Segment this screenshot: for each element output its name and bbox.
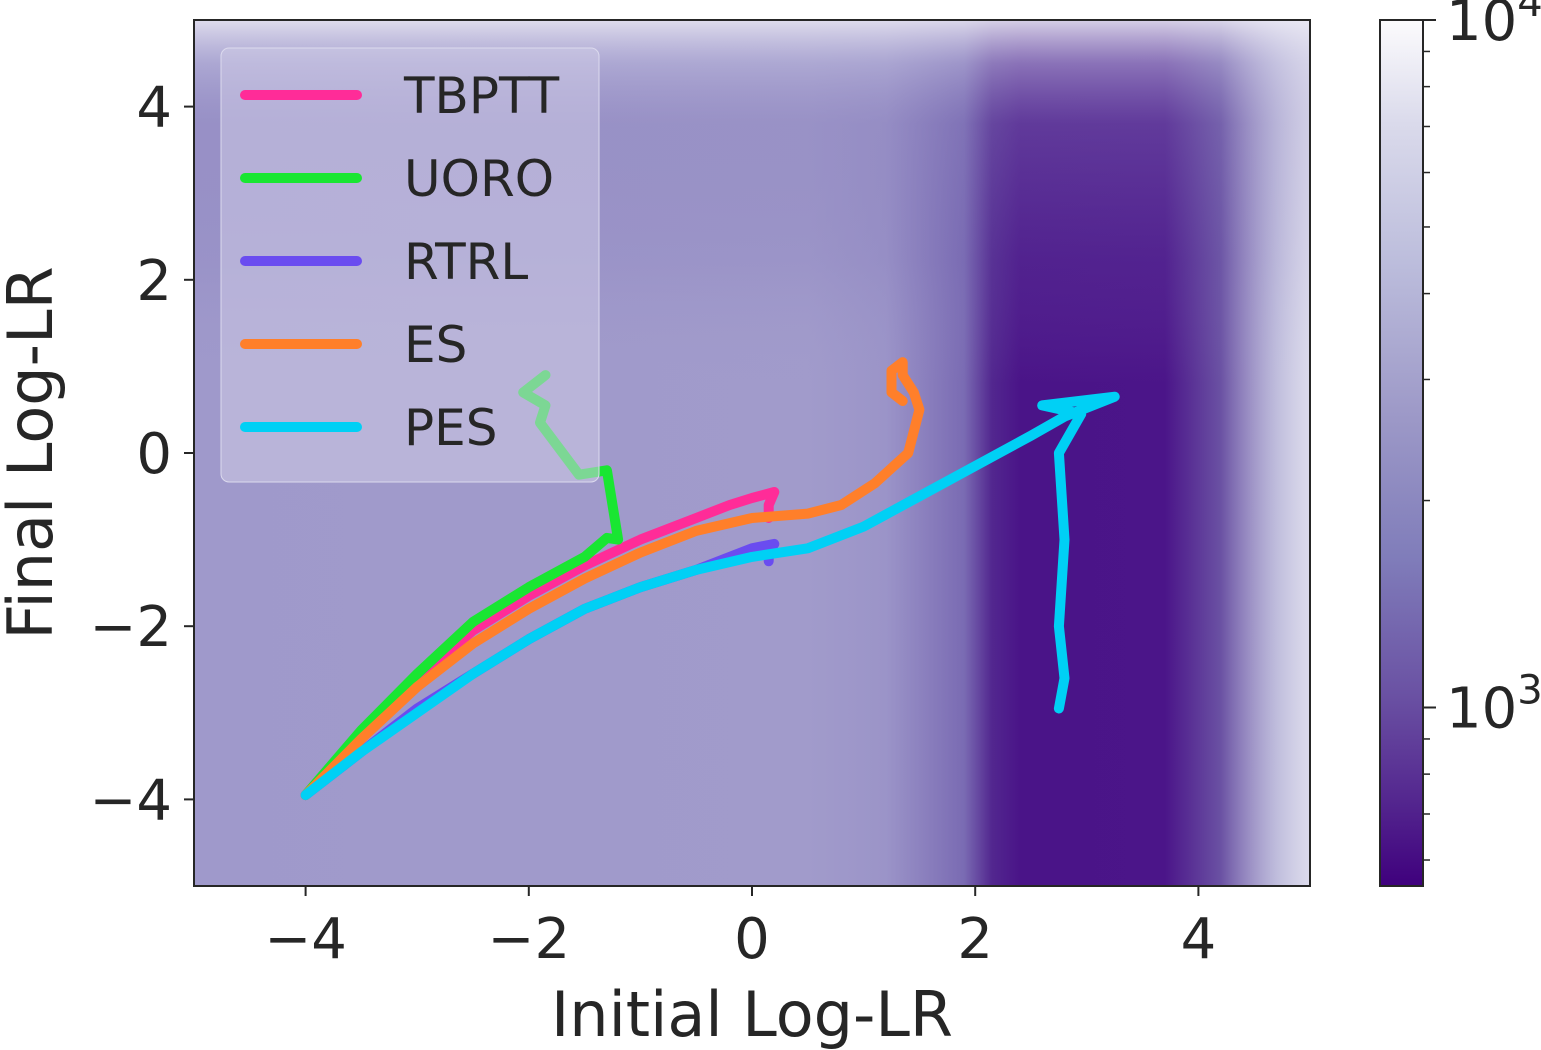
legend-label-es: ES — [404, 316, 467, 374]
x-tick-label: 0 — [734, 907, 770, 972]
series-line-es — [300, 357, 925, 801]
y-axis-ticks: −4 −2 0 2 4 — [89, 76, 194, 833]
y-tick-label: −4 — [89, 768, 172, 833]
x-tick-label: 2 — [957, 907, 993, 972]
y-tick-label: 4 — [136, 76, 172, 141]
series-line-pes — [300, 391, 1120, 801]
colorbar-tick-exponent: 4 — [1517, 0, 1541, 26]
colorbar-tick-label: 103 — [1446, 667, 1541, 741]
colorbar-tick-base: 10 — [1446, 676, 1517, 741]
colorbar-tick-exponent: 3 — [1517, 667, 1541, 713]
colorbar-tick-base: 10 — [1446, 0, 1517, 54]
x-tick-label: −2 — [488, 907, 571, 972]
x-tick-label: −4 — [264, 907, 347, 972]
y-tick-label: 0 — [136, 422, 172, 487]
x-tick-label: 4 — [1181, 907, 1217, 972]
y-tick-label: 2 — [136, 249, 172, 314]
colorbar-frame — [1379, 19, 1424, 887]
colorbar-tick-label: 104 — [1446, 0, 1541, 54]
legend-label-rtrl: RTRL — [404, 233, 528, 291]
y-axis-label: Final Log-LR — [0, 266, 67, 639]
legend-items: TBPTT UORO RTRL ES PES — [240, 67, 560, 457]
colorbar-bar — [1380, 20, 1423, 886]
legend-label-pes: PES — [404, 399, 497, 457]
legend-label-uoro: UORO — [404, 150, 554, 208]
y-tick-label: −2 — [89, 595, 172, 660]
legend-box — [220, 47, 600, 483]
legend-label-tbptt: TBPTT — [403, 67, 560, 125]
x-axis-label: Initial Log-LR — [551, 978, 953, 1050]
series-layer — [300, 357, 1120, 801]
x-axis-ticks: −4 −2 0 2 4 — [264, 886, 1216, 972]
legend: TBPTT UORO RTRL ES PES — [220, 47, 600, 483]
